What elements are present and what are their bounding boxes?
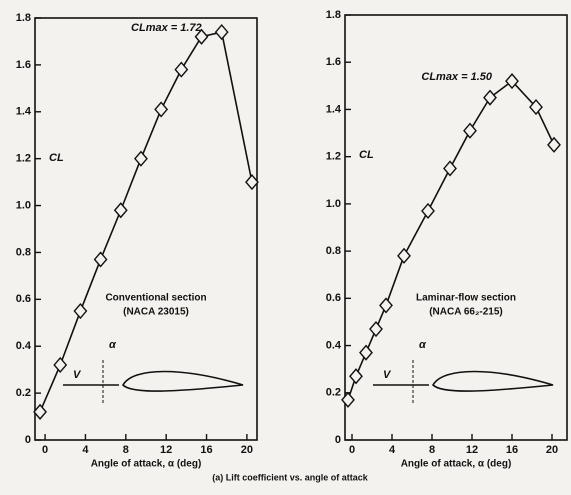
y-tick-label: 1.8 — [16, 12, 31, 24]
x-tick-label: 16 — [200, 444, 212, 456]
x-tick-label: 4 — [82, 444, 89, 456]
velocity-label: V — [73, 369, 82, 381]
y-tick-label: 1.6 — [16, 59, 31, 71]
peak-label: CLmax = 1.50 — [421, 71, 493, 83]
x-tick-label: 12 — [160, 444, 172, 456]
data-point — [214, 23, 229, 41]
y-tick-label: 1.0 — [16, 199, 31, 211]
data-point — [397, 247, 411, 264]
section-label: Laminar-flow section — [416, 293, 516, 304]
y-tick-label: 0 — [25, 434, 31, 446]
velocity-label: V — [383, 369, 392, 381]
data-point — [93, 251, 108, 268]
data-point — [174, 61, 189, 78]
y-tick-label: 0.4 — [326, 339, 342, 351]
x-tick-label: 20 — [241, 444, 253, 456]
data-point — [483, 89, 497, 106]
y-tick-label: 0.6 — [16, 293, 31, 305]
y-tick-label: 0.2 — [326, 387, 341, 399]
x-axis-label: Angle of attack, α (deg) — [91, 459, 202, 470]
data-point — [359, 344, 373, 361]
x-tick-label: 8 — [429, 444, 435, 456]
data-point — [369, 320, 383, 338]
y-tick-label: 1.2 — [16, 153, 31, 165]
data-point — [134, 150, 148, 167]
y-tick-label: 1.4 — [326, 103, 342, 115]
data-point — [33, 403, 47, 420]
data-point — [73, 302, 88, 320]
data-point — [421, 202, 435, 220]
data-point — [463, 122, 477, 139]
data-point — [113, 202, 128, 219]
section-code: (NACA 66₂-215) — [429, 307, 503, 318]
y-tick-label: 1.6 — [326, 56, 341, 68]
x-tick-label: 16 — [506, 444, 518, 456]
data-point — [443, 160, 457, 177]
plot-frame — [34, 17, 258, 441]
y-tick-label: 0.2 — [16, 387, 31, 399]
caption: (a) Lift coefficient vs. angle of attack — [212, 472, 369, 482]
data-line — [347, 80, 555, 401]
data-point — [245, 174, 259, 191]
x-tick-label: 4 — [389, 444, 396, 456]
y-axis-label: CL — [49, 152, 64, 164]
section-label: Conventional section — [105, 293, 206, 304]
data-point — [547, 136, 561, 153]
data-point — [341, 391, 355, 408]
y-tick-label: 0.4 — [16, 340, 32, 352]
y-tick-label: 0.8 — [326, 245, 341, 257]
data-line — [39, 31, 253, 413]
x-tick-label: 0 — [42, 444, 48, 456]
data-point — [379, 297, 393, 314]
y-tick-label: 1.0 — [326, 198, 341, 210]
data-point — [194, 28, 209, 45]
data-point — [154, 101, 169, 118]
data-point — [529, 99, 543, 116]
y-tick-label: 0.8 — [16, 246, 31, 258]
y-tick-label: 1.4 — [16, 106, 32, 118]
alpha-label: α — [419, 339, 427, 351]
x-tick-label: 20 — [546, 444, 558, 456]
y-tick-label: 1.2 — [326, 151, 341, 163]
peak-label: CLmax = 1.72 — [131, 22, 202, 34]
y-tick-label: 0.6 — [326, 292, 341, 304]
airfoil — [432, 370, 554, 392]
data-point — [53, 356, 68, 374]
data-point — [349, 368, 363, 385]
x-tick-label: 12 — [466, 444, 478, 456]
data-point — [505, 73, 519, 90]
y-tick-label: 1.8 — [326, 9, 341, 21]
y-axis-label: CL — [359, 149, 374, 161]
x-tick-label: 0 — [349, 444, 355, 456]
x-tick-label: 8 — [123, 444, 129, 456]
airfoil — [122, 370, 244, 392]
alpha-label: α — [109, 339, 117, 351]
section-code: (NACA 23015) — [123, 307, 189, 318]
x-axis-label: Angle of attack, α (deg) — [401, 459, 512, 470]
y-tick-label: 0 — [335, 434, 341, 446]
plot-frame — [344, 14, 568, 441]
